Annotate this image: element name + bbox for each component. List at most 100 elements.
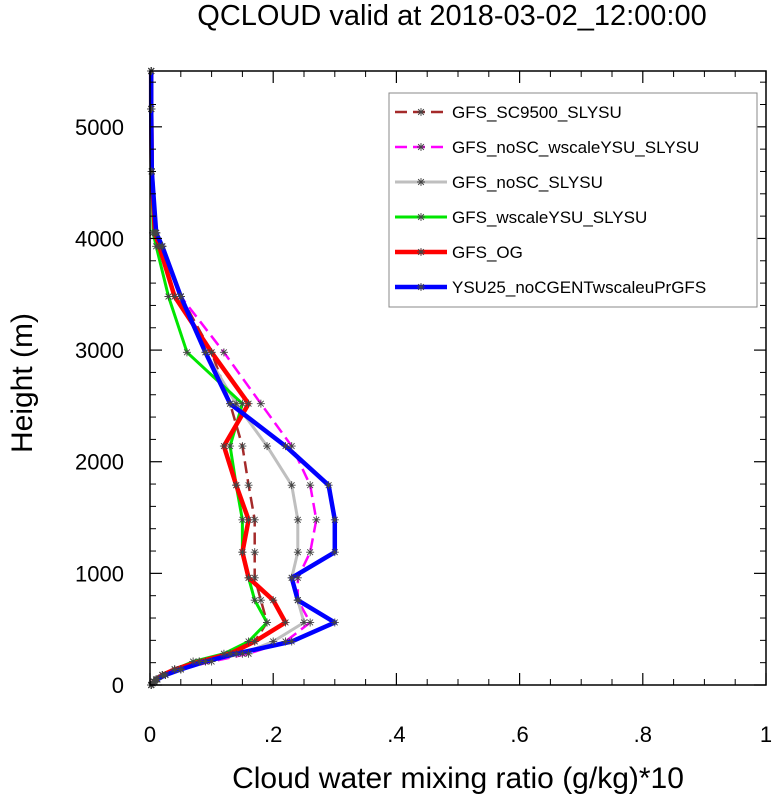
legend-item: GFS_noSC_wscaleYSU_SLYSU — [395, 138, 699, 157]
series-3-point — [269, 637, 278, 646]
legend-marker — [417, 213, 425, 221]
series-1-point — [250, 548, 259, 557]
series-4-point — [238, 515, 247, 524]
series-5-point — [170, 665, 179, 674]
series-1-point — [250, 515, 259, 524]
y-tick-label: 1000 — [75, 561, 124, 586]
series-1-point — [238, 442, 247, 451]
series-4-point — [244, 637, 253, 646]
series-6-point — [330, 515, 339, 524]
series-6-point — [232, 649, 241, 658]
series-1-point — [256, 596, 265, 605]
legend-marker — [417, 283, 425, 291]
plot-frame — [149, 70, 767, 686]
legend: GFS_SC9500_SLYSU GFS_noSC_wscaleYSU_SLYSU… — [388, 92, 758, 308]
y-axis: 0 1000 2000 3000 4000 5000 — [75, 81, 766, 698]
legend-label: GFS_SC9500_SLYSU — [452, 103, 622, 122]
series-3-point — [300, 618, 308, 627]
x-axis-label: Cloud water mixing ratio (g/kg)*10 — [232, 762, 684, 795]
series-4-point — [263, 618, 272, 627]
series-2-point — [281, 637, 290, 646]
series-6-point — [158, 242, 167, 251]
series-4-point — [226, 442, 235, 451]
series-1-point — [250, 573, 259, 582]
series-6-point — [161, 670, 170, 679]
series-3-point — [238, 649, 247, 658]
series-line-6 — [148, 71, 338, 687]
legend-item: GFS_SC9500_SLYSU — [395, 103, 622, 122]
series-6-point — [330, 548, 339, 557]
series-6-point — [281, 442, 290, 451]
series-1-point — [244, 481, 253, 490]
legend-box — [388, 92, 758, 308]
series-line-4 — [149, 71, 269, 686]
legend-label: GFS_wscaleYSU_SLYSU — [452, 208, 647, 227]
y-tick-label: 2000 — [75, 450, 124, 475]
series-2-point — [219, 348, 228, 357]
legend-item: GFS_wscaleYSU_SLYSU — [395, 208, 647, 227]
x-tick-label: .8 — [634, 722, 652, 747]
series-5-point — [195, 657, 204, 666]
legend-item: YSU25_noCGENTwscaleuPrGFS — [395, 278, 706, 297]
series-6-point — [153, 675, 162, 684]
series-5-point — [238, 548, 247, 557]
series-6-point — [201, 657, 210, 666]
legend-label: GFS_noSC_SLYSU — [452, 173, 603, 192]
series-4-point — [189, 657, 198, 666]
series-2-point — [306, 548, 315, 557]
series-3-point — [263, 442, 272, 451]
series-6-point — [287, 637, 296, 646]
legend-label: GFS_noSC_wscaleYSU_SLYSU — [452, 138, 699, 157]
series-6-point — [176, 665, 185, 674]
x-tick-label: 1 — [760, 722, 772, 747]
y-tick-label: 0 — [112, 673, 124, 698]
series-4-point — [250, 596, 259, 605]
series-6-point — [293, 596, 302, 605]
legend-marker — [417, 143, 425, 151]
series-3-point — [293, 515, 302, 524]
series-4-point — [164, 292, 173, 301]
legend-marker — [417, 178, 425, 186]
series-5-point — [170, 292, 179, 301]
series-2-point — [306, 481, 315, 490]
series-5-point — [281, 618, 290, 627]
series-5-point — [269, 596, 278, 605]
series-2-point — [207, 657, 216, 666]
x-tick-label: .2 — [264, 722, 282, 747]
series-6-point — [201, 348, 210, 357]
series-6-point — [226, 399, 235, 408]
series-5-point — [207, 348, 216, 357]
series-4-point — [182, 348, 191, 357]
legend-item: GFS_OG — [395, 243, 523, 262]
series-5-point — [219, 442, 228, 451]
x-axis: 0 .2 .4 .6 .8 1 — [144, 71, 772, 747]
series-2-point — [256, 399, 265, 408]
series-6-point — [152, 228, 161, 237]
series-6-point — [330, 618, 339, 627]
series-line-2 — [149, 71, 318, 686]
series-6-point — [324, 481, 333, 490]
legend-label: GFS_OG — [452, 243, 523, 262]
series-6-point — [176, 292, 185, 301]
x-tick-label: 0 — [144, 722, 156, 747]
chart-title: QCLOUD valid at 2018-03-02_12:00:00 — [197, 0, 706, 32]
series-6-point — [150, 677, 159, 686]
series-4-point — [238, 399, 247, 408]
series-line-1 — [149, 71, 269, 686]
legend-marker — [417, 248, 425, 256]
series-2-point — [293, 573, 302, 582]
legend-label: YSU25_noCGENTwscaleuPrGFS — [452, 278, 706, 297]
series-2-point — [312, 515, 321, 524]
x-tick-label: .4 — [387, 722, 405, 747]
series-3-point — [232, 399, 241, 408]
y-tick-label: 4000 — [75, 226, 124, 251]
series-2-point — [306, 618, 315, 627]
series-2-point — [287, 442, 296, 451]
y-tick-label: 5000 — [75, 115, 124, 140]
series-5-point — [226, 649, 235, 658]
series-5-point — [244, 573, 253, 582]
series-5-point — [232, 481, 241, 490]
series-3-point — [293, 548, 302, 557]
plot-area — [147, 67, 339, 689]
